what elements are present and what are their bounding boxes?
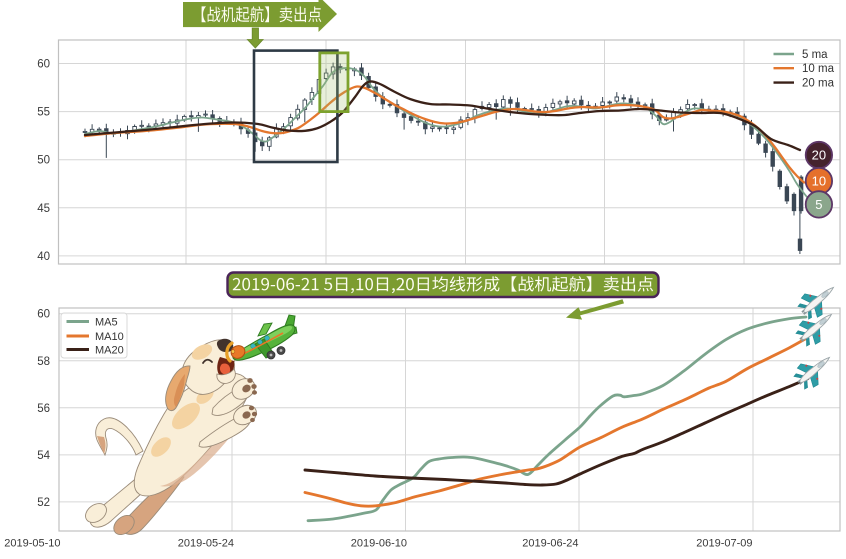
svg-text:MA20: MA20	[95, 345, 124, 357]
svg-text:60: 60	[37, 59, 50, 71]
svg-text:50: 50	[37, 155, 50, 167]
svg-text:2019-05-24: 2019-05-24	[178, 538, 234, 550]
svg-text:MA10: MA10	[95, 331, 124, 343]
svg-text:2019-05-10: 2019-05-10	[4, 538, 60, 550]
svg-text:20: 20	[812, 148, 826, 163]
svg-text:5 ma: 5 ma	[802, 49, 828, 61]
svg-text:20 ma: 20 ma	[802, 78, 835, 90]
svg-text:52: 52	[37, 497, 50, 509]
svg-text:40: 40	[37, 251, 50, 263]
svg-text:54: 54	[37, 450, 50, 462]
svg-text:10 ma: 10 ma	[802, 63, 835, 75]
svg-text:2019-06-10: 2019-06-10	[351, 538, 407, 550]
svg-text:45: 45	[37, 203, 50, 215]
svg-text:56: 56	[37, 403, 50, 415]
svg-text:58: 58	[37, 356, 50, 368]
svg-text:10: 10	[812, 174, 826, 189]
svg-text:5: 5	[815, 197, 822, 212]
svg-text:2019-06-24: 2019-06-24	[522, 538, 578, 550]
svg-text:MA5: MA5	[95, 317, 118, 329]
svg-text:2019-07-09: 2019-07-09	[696, 538, 752, 550]
svg-text:60: 60	[37, 309, 50, 321]
svg-text:55: 55	[37, 107, 50, 119]
